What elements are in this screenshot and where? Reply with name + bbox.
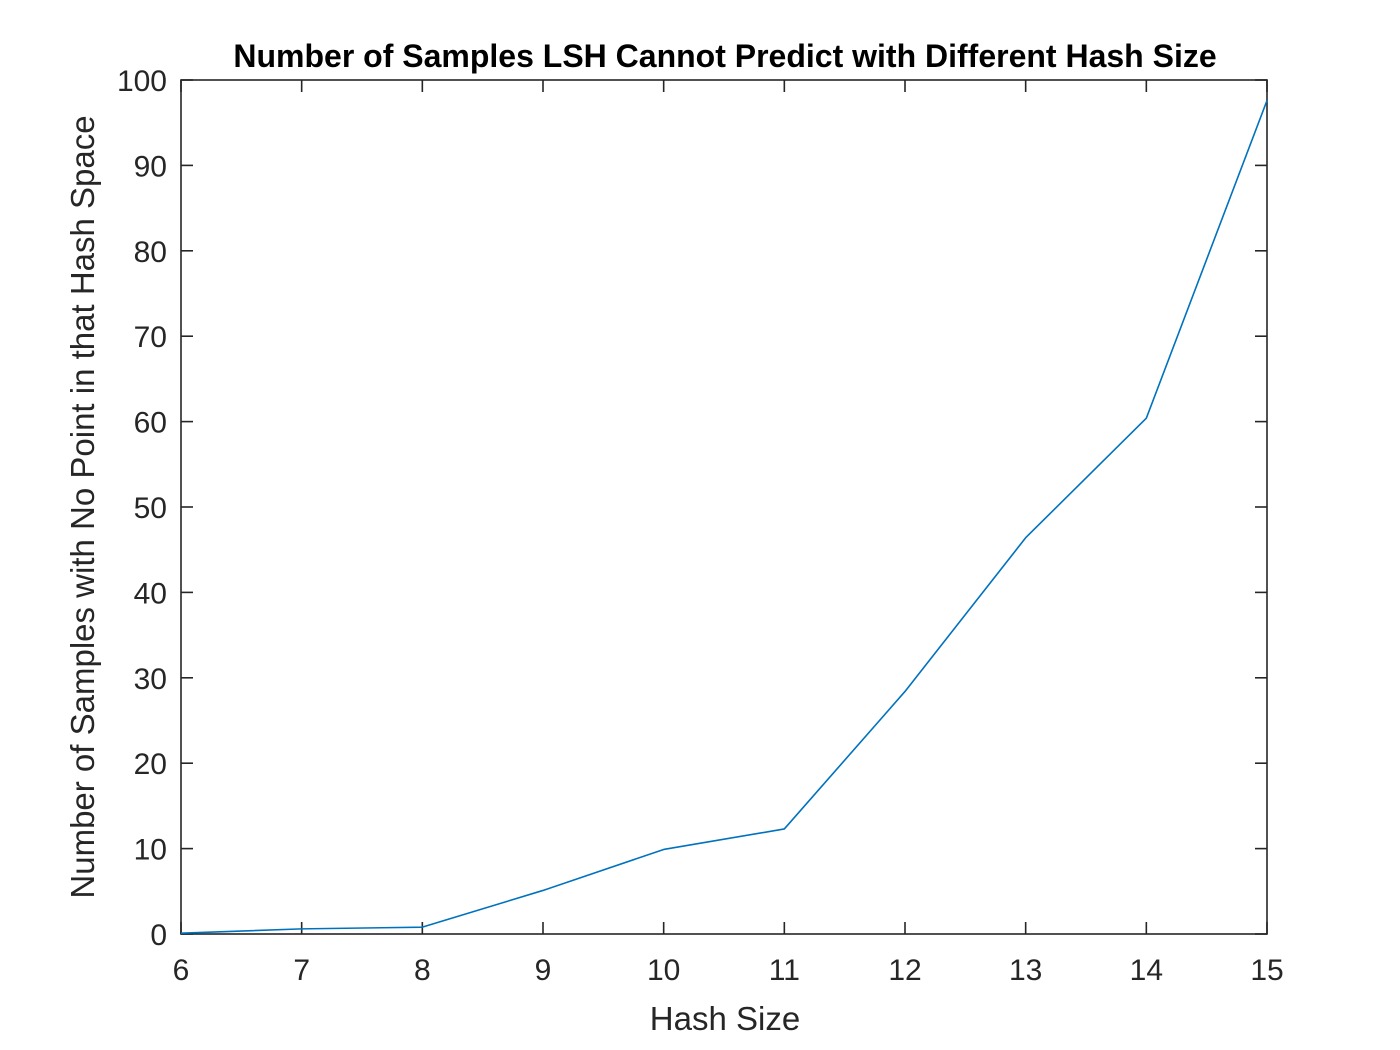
x-tick-label: 13 — [1009, 954, 1042, 987]
y-tick-label: 70 — [134, 321, 167, 354]
x-tick-label: 10 — [647, 954, 680, 987]
chart-title: Number of Samples LSH Cannot Predict wit… — [233, 38, 1216, 74]
y-tick-label: 60 — [134, 407, 167, 440]
x-tick-label: 14 — [1130, 954, 1163, 987]
x-tick-label: 8 — [414, 954, 431, 987]
x-tick-label: 6 — [173, 954, 190, 987]
y-tick-label: 30 — [134, 663, 167, 696]
x-tick-label: 12 — [888, 954, 921, 987]
y-tick-label: 50 — [134, 492, 167, 525]
x-tick-label: 9 — [535, 954, 552, 987]
x-tick-label: 15 — [1250, 954, 1283, 987]
x-axis-title: Hash Size — [650, 1000, 800, 1037]
y-tick-label: 90 — [134, 150, 167, 183]
plot-area: 6 7 8 9 10 11 12 13 14 15 0 10 20 30 40 50 60 70 80 90 100 — [117, 65, 1284, 987]
y-axis-title: Number of Samples with No Point in that … — [64, 115, 101, 898]
x-tick-label: 11 — [769, 954, 800, 987]
y-tick-label: 10 — [134, 834, 167, 867]
y-tick-label: 0 — [150, 919, 167, 952]
x-tick-label: 7 — [293, 954, 310, 987]
y-tick-label: 100 — [117, 65, 167, 98]
y-tick-label: 80 — [134, 236, 167, 269]
series-line — [180, 100, 1268, 934]
y-tick-label: 20 — [134, 748, 167, 781]
y-tick-label: 40 — [134, 577, 167, 610]
